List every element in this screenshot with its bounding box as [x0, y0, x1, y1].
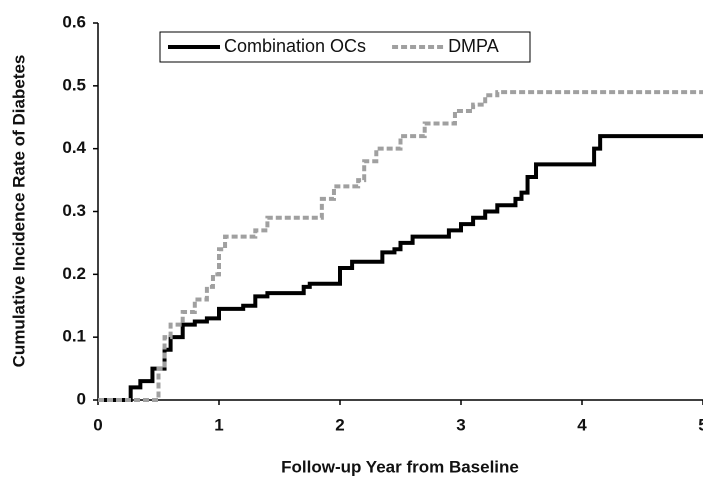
x-tick-label: 2: [335, 415, 344, 434]
y-tick-label: 0.4: [62, 138, 86, 157]
legend-label: DMPA: [448, 36, 499, 56]
x-tick-label: 5: [698, 415, 703, 434]
x-tick-label: 1: [214, 415, 223, 434]
y-axis-title: Cumulative Incidence Rate of Diabetes: [9, 55, 28, 368]
series-line: [98, 90, 703, 402]
x-tick-label: 3: [456, 415, 465, 434]
legend-label: Combination OCs: [224, 36, 366, 56]
y-tick-label: 0.1: [62, 327, 86, 346]
y-tick-label: 0.2: [62, 264, 86, 283]
legend: Combination OCs DMPA: [159, 31, 531, 63]
x-axis-title: Follow-up Year from Baseline: [281, 457, 519, 476]
x-tick-label: 0: [93, 415, 102, 434]
y-tick-label: 0.5: [62, 75, 86, 94]
y-tick-label: 0.3: [62, 201, 86, 220]
x-tick-label: 4: [577, 415, 587, 434]
series-line: [98, 134, 703, 402]
legend-box: [159, 31, 531, 63]
y-tick-label: 0: [77, 389, 86, 408]
y-tick-label: 0.6: [62, 12, 86, 31]
